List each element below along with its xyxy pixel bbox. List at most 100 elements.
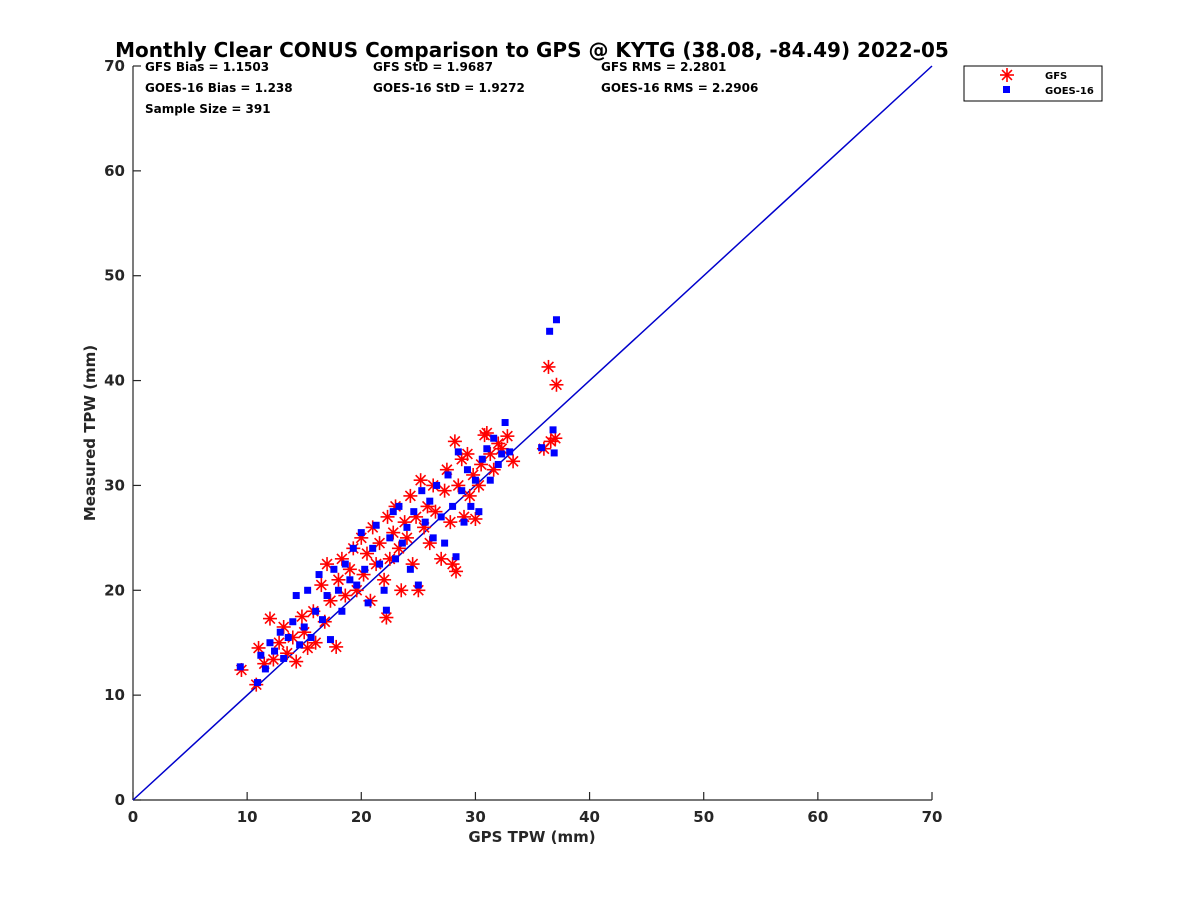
legend-box <box>963 65 1103 102</box>
gfs-point <box>403 488 418 503</box>
goes16-point <box>284 633 292 641</box>
goes16-point <box>382 606 390 614</box>
gfs-rms-stat: GFS RMS = 2.2801 <box>601 60 726 74</box>
one-to-one-reference-line <box>132 65 933 801</box>
gfs-point <box>506 454 521 469</box>
x-tick-label: 40 <box>579 808 600 826</box>
goes16-point <box>429 534 437 542</box>
gfs-point <box>437 483 452 498</box>
goes16-point <box>452 553 460 561</box>
goes16-point <box>549 426 557 434</box>
stats-block: GFS Bias = 1.1503 GFS StD = 1.9687 GFS R… <box>145 60 758 116</box>
goes16-point <box>280 654 288 662</box>
goes16-point <box>318 616 326 624</box>
goes16-point <box>550 449 558 457</box>
gfs-point <box>500 429 515 444</box>
goes16-point <box>441 539 449 547</box>
goes16-point <box>398 539 406 547</box>
legend-gfs-label: GFS <box>1045 71 1067 82</box>
gfs-point <box>272 635 287 650</box>
gfs-point <box>266 652 281 667</box>
goes16-point <box>357 529 365 537</box>
goes16-point <box>353 581 361 589</box>
gfs-point <box>447 434 462 449</box>
gfs-point <box>329 639 344 654</box>
x-tick-label: 20 <box>351 808 372 826</box>
gfs-point <box>462 488 477 503</box>
gfs-point <box>314 578 329 593</box>
y-tick-label: 10 <box>104 686 125 704</box>
gfs-point <box>331 572 346 587</box>
goes16-point <box>418 487 426 495</box>
y-tick-label: 70 <box>104 57 125 75</box>
gfs-point <box>479 426 494 440</box>
goes16-point <box>296 641 304 649</box>
goes16-point <box>361 565 369 573</box>
goes16-std-stat: GOES-16 StD = 1.9272 <box>373 81 525 95</box>
goes16-point <box>498 450 506 458</box>
goes16-point <box>304 586 312 594</box>
goes16-point <box>426 497 434 505</box>
x-axis-label: GPS TPW (mm) <box>468 828 595 846</box>
goes16-point <box>490 434 498 442</box>
x-axis-ticks: 0 10 20 30 40 50 60 70 <box>128 792 943 826</box>
gfs-point <box>394 583 409 598</box>
x-tick-label: 50 <box>693 808 714 826</box>
goes16-point <box>501 419 509 427</box>
goes16-point <box>538 444 546 452</box>
goes16-point <box>236 663 244 671</box>
goes16-point <box>323 592 331 600</box>
gfs-point <box>262 611 277 626</box>
goes16-point <box>403 523 411 531</box>
gfs-point <box>413 473 428 488</box>
goes16-point <box>257 651 265 659</box>
gfs-point <box>323 593 338 608</box>
goes16-point <box>454 448 462 456</box>
goes16-point <box>346 576 354 584</box>
y-tick-label: 50 <box>104 267 125 285</box>
legend-goes16-marker <box>1003 86 1010 93</box>
goes16-point <box>395 502 403 510</box>
gfs-point <box>320 557 335 572</box>
goes16-bias-stat: GOES-16 Bias = 1.238 <box>145 81 293 95</box>
goes16-point <box>471 476 479 484</box>
legend-gfs-asterisk <box>1000 68 1014 82</box>
goes16-point <box>326 636 334 644</box>
goes16-point <box>552 316 560 324</box>
goes16-series <box>236 316 560 687</box>
gfs-point <box>372 536 387 551</box>
goes16-point <box>376 560 384 568</box>
goes16-point <box>292 592 300 600</box>
gfs-point <box>338 588 353 603</box>
goes16-point <box>437 513 445 521</box>
x-tick-label: 70 <box>922 808 943 826</box>
goes16-point <box>380 586 388 594</box>
x-tick-label: 0 <box>128 808 138 826</box>
gfs-point <box>334 551 349 566</box>
goes16-point <box>546 327 554 335</box>
goes16-point <box>276 628 284 636</box>
gfs-point <box>548 431 563 446</box>
legend-goes16-label: GOES-16 <box>1045 86 1094 97</box>
gfs-point <box>434 551 449 566</box>
goes16-point <box>406 565 414 573</box>
y-tick-label: 0 <box>115 791 125 809</box>
goes16-point <box>467 502 475 510</box>
gfs-point <box>377 572 392 587</box>
goes16-point <box>392 555 400 563</box>
y-axis-ticks: 0 10 20 30 40 50 60 70 <box>104 57 141 809</box>
legend: GFS GOES-16 <box>963 65 1103 102</box>
goes16-rms-stat: GOES-16 RMS = 2.2906 <box>601 81 758 95</box>
y-axis-label: Measured TPW (mm) <box>81 345 99 521</box>
goes16-point <box>338 607 346 615</box>
goes16-point <box>372 521 380 529</box>
y-tick-label: 20 <box>104 581 125 599</box>
goes16-point <box>341 560 349 568</box>
goes16-point <box>369 544 377 552</box>
goes16-point <box>289 618 297 626</box>
gfs-point <box>289 654 304 669</box>
gfs-point <box>449 564 464 579</box>
goes16-point <box>506 448 514 456</box>
goes16-point <box>460 518 468 526</box>
goes16-point <box>330 565 338 573</box>
